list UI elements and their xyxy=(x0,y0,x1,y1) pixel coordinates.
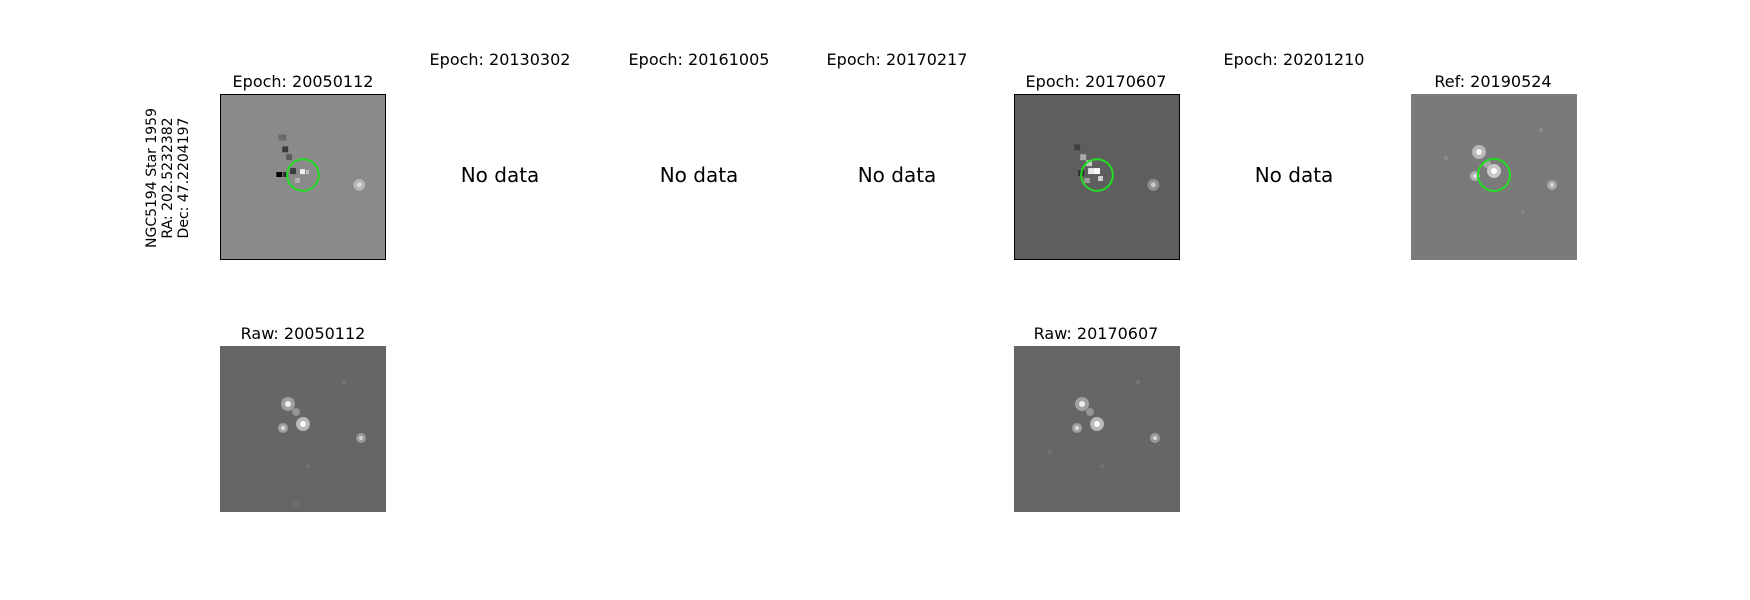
panel-title-epoch-6: Epoch: 20201210 xyxy=(1224,50,1365,69)
panel-title-raw-1: Raw: 20050112 xyxy=(241,324,366,343)
difference-image-epoch-1 xyxy=(220,94,386,260)
panel-title-raw-2: Raw: 20170607 xyxy=(1034,324,1159,343)
panel-title-epoch-1: Epoch: 20050112 xyxy=(233,72,374,91)
no-data-message-epoch-3: No data xyxy=(660,163,739,187)
panel-title-epoch-5: Epoch: 20170607 xyxy=(1026,72,1167,91)
difference-image-epoch-1-svg xyxy=(221,95,385,259)
no-data-message-epoch-4: No data xyxy=(858,163,937,187)
raw-image-epoch-2 xyxy=(1014,346,1180,512)
no-data-message-epoch-2: No data xyxy=(461,163,540,187)
no-data-message-epoch-6: No data xyxy=(1255,163,1334,187)
target-ra: RA: 202.5232382 xyxy=(160,108,176,248)
target-dec: Dec: 47.2204197 xyxy=(176,108,192,248)
difference-image-epoch-5-svg xyxy=(1015,95,1179,259)
panel-title-reference: Ref: 20190524 xyxy=(1434,72,1551,91)
panel-title-epoch-3: Epoch: 20161005 xyxy=(629,50,770,69)
reference-image xyxy=(1411,94,1577,260)
difference-image-epoch-5 xyxy=(1014,94,1180,260)
reference-image-svg xyxy=(1411,94,1577,260)
panel-title-epoch-4: Epoch: 20170217 xyxy=(827,50,968,69)
raw-image-epoch-1-svg xyxy=(220,346,386,512)
panel-title-epoch-2: Epoch: 20130302 xyxy=(430,50,571,69)
target-name: NGC5194 Star 1959 xyxy=(144,108,160,248)
raw-image-epoch-2-svg xyxy=(1014,346,1180,512)
raw-image-epoch-1 xyxy=(220,346,386,512)
